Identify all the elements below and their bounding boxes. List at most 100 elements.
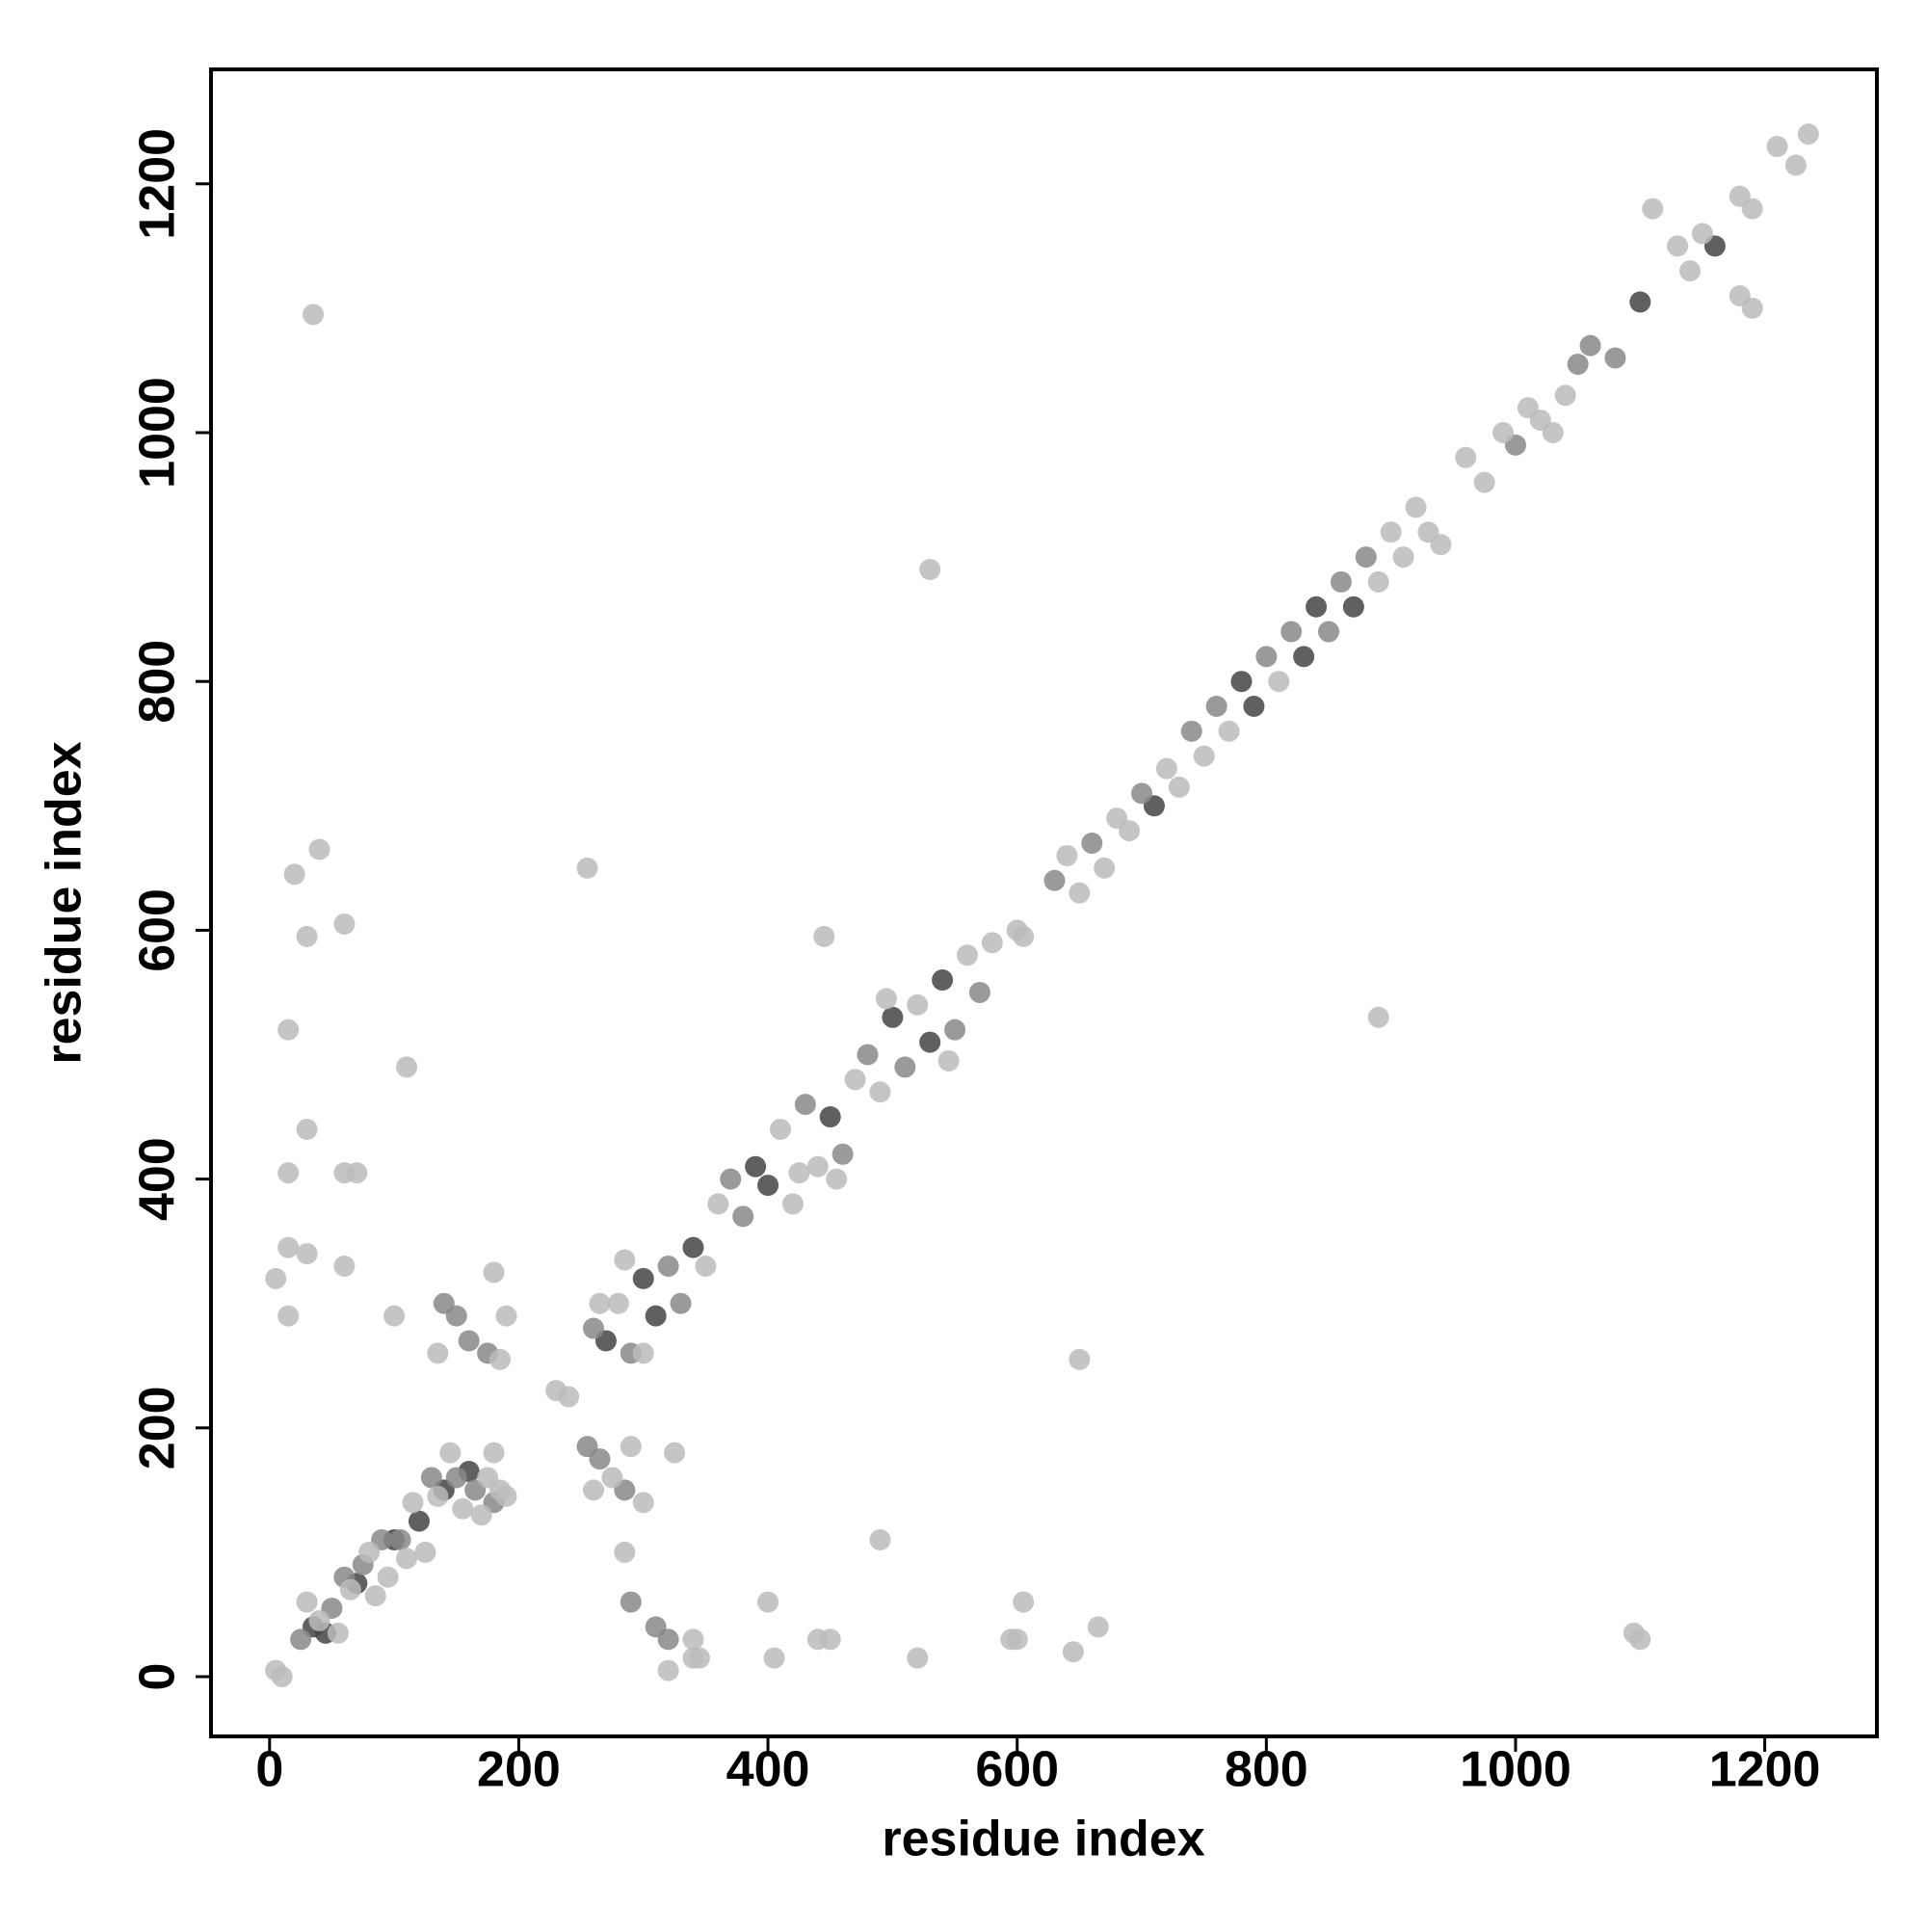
point — [1006, 1628, 1028, 1651]
point — [806, 1155, 829, 1178]
point — [907, 1647, 929, 1669]
point — [414, 1541, 436, 1563]
point — [968, 981, 990, 1003]
point — [1367, 1006, 1389, 1028]
point — [645, 1616, 667, 1638]
x-tick-label: 400 — [726, 1742, 810, 1798]
point — [470, 1504, 492, 1526]
point — [1056, 844, 1078, 866]
point — [645, 1305, 667, 1327]
point — [732, 1205, 754, 1228]
point — [1081, 833, 1103, 855]
y-tick-label: 400 — [130, 1137, 186, 1221]
y-tick-label: 600 — [130, 888, 186, 972]
point — [296, 925, 318, 947]
point — [283, 863, 305, 886]
point — [346, 1162, 368, 1184]
point — [277, 1162, 300, 1184]
point — [402, 1492, 424, 1514]
point — [670, 1292, 692, 1314]
point — [1629, 291, 1651, 313]
point — [333, 1255, 356, 1277]
point — [1380, 521, 1402, 543]
point — [1554, 384, 1576, 407]
point — [1131, 782, 1153, 805]
point — [1473, 471, 1495, 493]
point — [439, 1442, 462, 1464]
point — [327, 1622, 349, 1644]
x-tick-label: 1200 — [1709, 1742, 1821, 1798]
point — [707, 1193, 729, 1215]
point — [296, 1591, 318, 1613]
point — [1180, 720, 1202, 742]
point — [882, 1006, 904, 1028]
point — [483, 1442, 505, 1464]
point — [277, 1236, 300, 1258]
point — [458, 1330, 480, 1352]
point — [937, 1049, 960, 1072]
point — [601, 1467, 623, 1489]
point — [763, 1647, 785, 1669]
point — [1306, 595, 1328, 618]
point — [495, 1485, 517, 1507]
point — [377, 1566, 399, 1588]
y-tick-label: 1000 — [130, 377, 186, 489]
point — [296, 1118, 318, 1140]
y-tick-label: 200 — [130, 1386, 186, 1469]
point — [1741, 297, 1763, 319]
point — [364, 1585, 386, 1607]
point — [1355, 546, 1377, 569]
point — [720, 1168, 742, 1190]
point — [1280, 621, 1303, 643]
point — [1094, 857, 1116, 879]
point — [869, 1529, 891, 1551]
point — [614, 1541, 636, 1563]
point — [1797, 123, 1819, 146]
point — [396, 1056, 418, 1078]
point — [290, 1628, 312, 1651]
point — [583, 1479, 605, 1501]
point — [1205, 696, 1227, 718]
point — [383, 1305, 406, 1327]
point — [1013, 1591, 1035, 1613]
point — [632, 1342, 654, 1364]
point — [664, 1442, 686, 1464]
point — [583, 1317, 605, 1339]
point — [427, 1342, 449, 1364]
point — [1069, 882, 1091, 904]
point — [396, 1548, 418, 1570]
point — [620, 1436, 642, 1458]
point — [632, 1267, 654, 1289]
point — [389, 1529, 411, 1551]
point — [1330, 570, 1352, 593]
point — [757, 1175, 779, 1197]
y-tick-label: 800 — [130, 640, 186, 724]
point — [277, 1019, 300, 1041]
point — [420, 1467, 442, 1489]
point — [277, 1305, 300, 1327]
point — [1492, 421, 1515, 443]
point — [614, 1249, 636, 1271]
point — [919, 1031, 941, 1053]
y-axis-title: residue index — [37, 741, 92, 1064]
point — [489, 1348, 512, 1370]
point — [769, 1118, 791, 1140]
point — [1567, 353, 1589, 375]
point — [271, 1666, 293, 1688]
point — [788, 1162, 810, 1184]
x-tick-label: 800 — [1225, 1742, 1308, 1798]
point — [1405, 496, 1427, 518]
point — [303, 304, 325, 326]
point — [483, 1261, 505, 1284]
point — [1087, 1616, 1109, 1638]
point — [1230, 671, 1253, 693]
x-tick-label: 0 — [255, 1742, 283, 1798]
point — [445, 1467, 467, 1489]
point — [1741, 198, 1763, 220]
point — [589, 1292, 611, 1314]
point — [452, 1497, 474, 1520]
x-tick-label: 200 — [477, 1742, 561, 1798]
point — [844, 1069, 866, 1091]
point — [1642, 198, 1664, 220]
